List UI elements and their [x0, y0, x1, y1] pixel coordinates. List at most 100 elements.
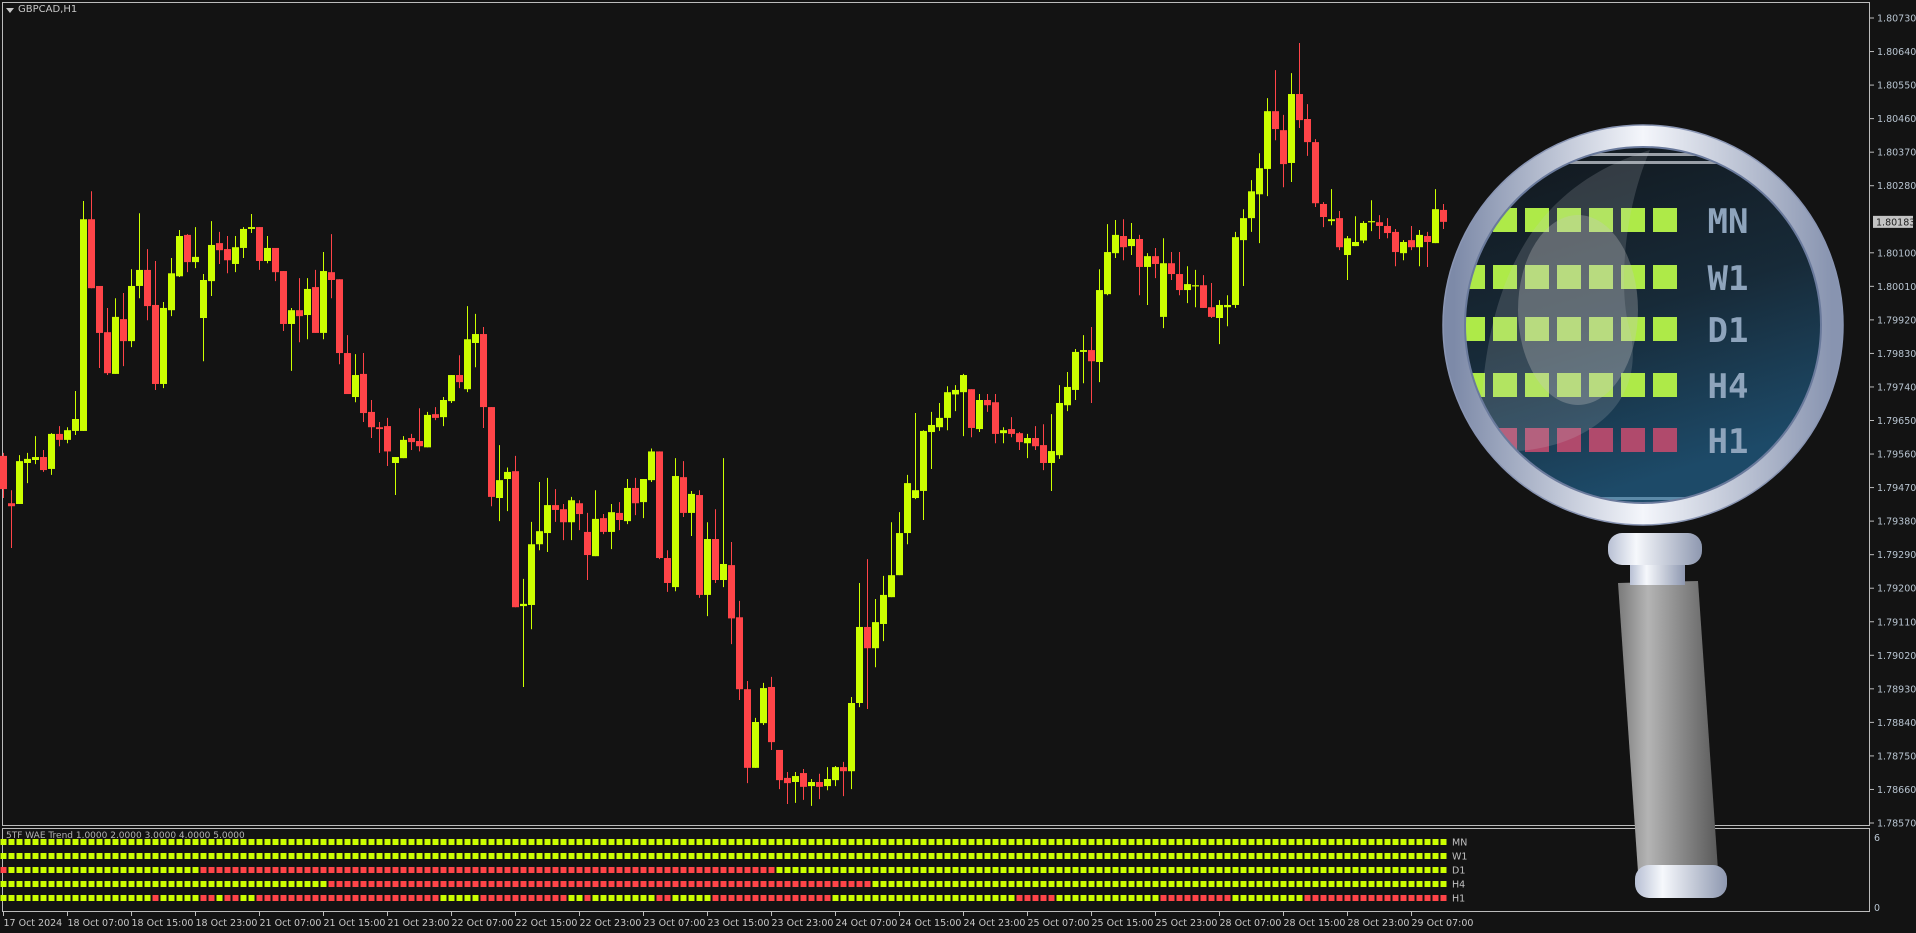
trend-cell-up — [1376, 853, 1383, 859]
trend-cell-down — [200, 895, 207, 901]
candle-body — [960, 375, 967, 393]
bull-candle — [912, 413, 919, 500]
trend-cell-down — [448, 881, 455, 887]
trend-cell-up — [1112, 839, 1119, 845]
candle-body — [1056, 402, 1063, 456]
trend-cell-up — [232, 839, 239, 845]
trend-cell-up — [488, 853, 495, 859]
trend-cell-up — [512, 839, 519, 845]
trend-cell-down — [568, 881, 575, 887]
bull-candle — [640, 479, 647, 519]
price-label: 1.78930 — [1877, 684, 1916, 695]
candle-body — [560, 509, 567, 523]
trend-cell-down — [0, 867, 7, 873]
triangle-down-icon[interactable] — [6, 8, 14, 13]
trend-cell-up — [48, 895, 55, 901]
trend-cell-up — [88, 895, 95, 901]
bear-candle — [280, 271, 287, 332]
trend-cell-up — [224, 839, 231, 845]
candle-body — [992, 402, 999, 434]
time-label: 25 Oct 23:00 — [1156, 918, 1218, 929]
trend-cell-up — [1048, 853, 1055, 859]
trend-cell-down — [552, 867, 559, 873]
trend-cell-down — [648, 881, 655, 887]
trend-cell-down — [1016, 895, 1023, 901]
magnified-trend-cell — [1589, 208, 1613, 232]
trend-cell-up — [136, 853, 143, 859]
trend-cell-up — [672, 839, 679, 845]
trend-cell-up — [768, 853, 775, 859]
trend-cell-up — [824, 853, 831, 859]
trend-cell-up — [520, 853, 527, 859]
trend-cell-up — [544, 853, 551, 859]
candle-body — [896, 533, 903, 576]
bull-candle — [592, 490, 599, 557]
price-axis[interactable]: 1.80730 1.80640 1.80550 1.80460 1.80370 1.802… — [1870, 14, 1916, 915]
trend-cell-up — [248, 839, 255, 845]
candle-body — [1152, 256, 1159, 264]
trend-cell-up — [24, 867, 31, 873]
trend-cell-up — [912, 839, 919, 845]
trend-cell-up — [1296, 881, 1303, 887]
trend-cell-up — [792, 839, 799, 845]
trend-cell-down — [536, 895, 543, 901]
trend-cell-up — [1264, 853, 1271, 859]
candle-body — [1112, 234, 1119, 254]
trend-cell-up — [1400, 867, 1407, 873]
trend-cell-up — [704, 895, 711, 901]
trend-cell-up — [776, 853, 783, 859]
candle-body — [400, 439, 407, 459]
bear-candle — [576, 500, 583, 531]
candle-body — [1128, 239, 1135, 247]
trend-cell-up — [656, 839, 663, 845]
trend-cell-up — [1240, 895, 1247, 901]
trend-cell-up — [1208, 881, 1215, 887]
candle-body — [1096, 290, 1103, 362]
trend-cell-up — [360, 839, 367, 845]
trend-cell-down — [560, 895, 567, 901]
trend-cell-up — [1408, 867, 1415, 873]
trend-cell-down — [792, 895, 799, 901]
trend-cell-up — [408, 853, 415, 859]
trend-cell-up — [1184, 853, 1191, 859]
trend-cell-up — [304, 853, 311, 859]
trend-cell-up — [880, 839, 887, 845]
trend-cell-down — [200, 867, 207, 873]
magnified-timeframe-label: H4 — [1708, 367, 1749, 407]
trend-cell-up — [1064, 867, 1071, 873]
time-label: 21 Oct 15:00 — [324, 918, 386, 929]
price-label: 1.79290 — [1877, 550, 1916, 561]
trend-cell-up — [1288, 867, 1295, 873]
trend-cell-up — [1096, 853, 1103, 859]
trend-cell-up — [1064, 839, 1071, 845]
trend-cell-up — [1304, 839, 1311, 845]
trend-cell-up — [80, 867, 87, 873]
trend-cell-down — [824, 895, 831, 901]
trend-cell-up — [56, 895, 63, 901]
bull-candle — [1416, 230, 1423, 267]
trend-cell-up — [1368, 853, 1375, 859]
time-axis[interactable]: 17 Oct 2024 18 Oct 07:00 18 Oct 15:00 18 Oc… — [3, 912, 1474, 929]
trend-cell-up — [936, 853, 943, 859]
trend-cell-up — [432, 853, 439, 859]
trend-cell-up — [280, 853, 287, 859]
trend-cell-up — [240, 839, 247, 845]
bull-candle — [1232, 231, 1239, 308]
bear-candle — [680, 461, 687, 518]
trend-cell-up — [248, 881, 255, 887]
trend-cell-up — [256, 881, 263, 887]
bear-candle — [744, 681, 751, 784]
trend-cell-up — [144, 867, 151, 873]
bull-candle — [1144, 253, 1151, 305]
time-label: 24 Oct 15:00 — [900, 918, 962, 929]
trend-cell-up — [224, 881, 231, 887]
trend-cell-down — [720, 881, 727, 887]
bear-candle — [456, 355, 463, 389]
trend-cell-up — [1176, 881, 1183, 887]
trend-cell-up — [1376, 881, 1383, 887]
trend-cell-down — [288, 895, 295, 901]
trend-cell-up — [1288, 895, 1295, 901]
price-label: 1.79740 — [1877, 382, 1916, 393]
